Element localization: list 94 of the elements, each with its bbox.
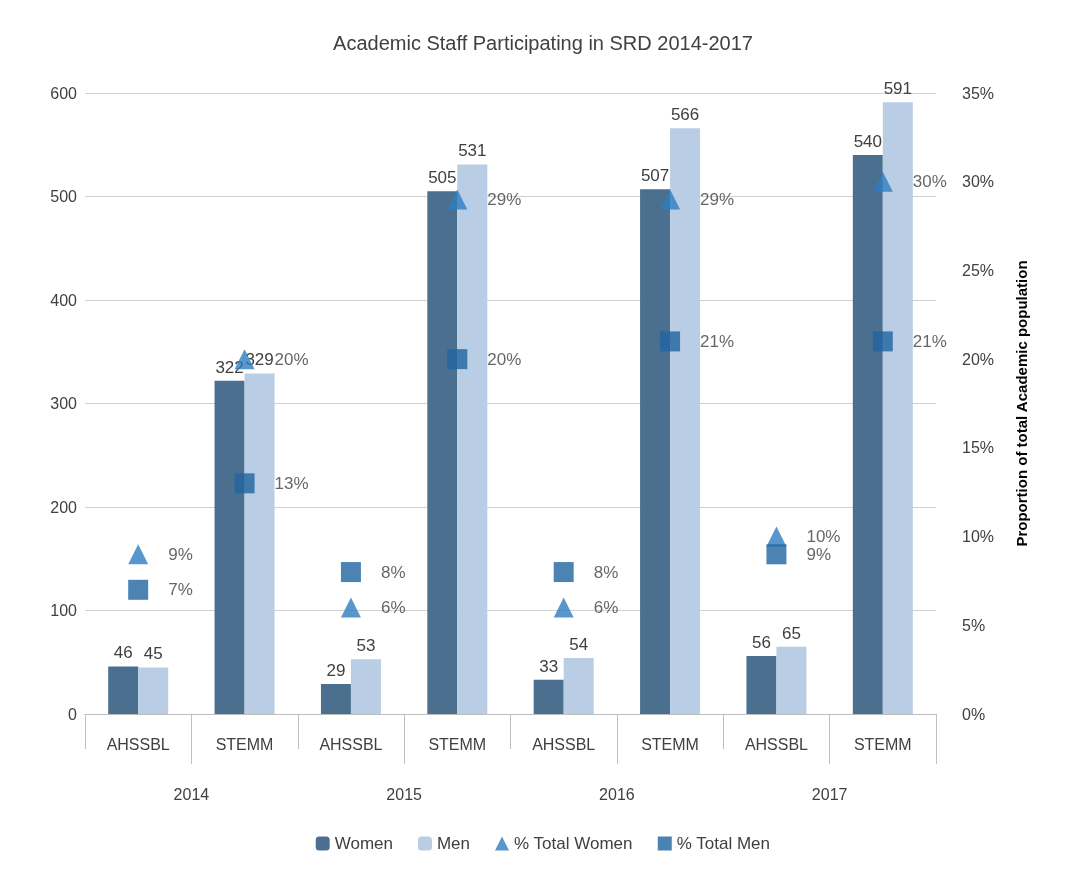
bar (882, 102, 913, 714)
bar (350, 659, 381, 714)
x-tick-label: AHSSBL (319, 735, 383, 753)
legend-label: Women (334, 834, 393, 853)
data-label: 540 (853, 132, 882, 152)
point (660, 331, 681, 352)
bar (533, 679, 564, 714)
data-label: 591 (883, 79, 912, 99)
y2-tick-label: 15% (962, 439, 995, 457)
y2-axis-title: Proportion of total Academic population (1013, 260, 1030, 547)
data-label: 20% (487, 349, 522, 369)
x-tick-label: STEMM (428, 735, 487, 753)
bar (640, 189, 671, 714)
data-label: 29 (326, 660, 346, 680)
point (447, 349, 468, 370)
data-label: 33 (539, 656, 559, 676)
point (553, 562, 574, 583)
y-tick-label: 600 (50, 84, 78, 102)
data-label: 505 (428, 168, 457, 188)
data-label: 20% (274, 349, 309, 369)
bar (138, 667, 169, 714)
data-label: 322 (215, 357, 244, 377)
chart-title: Academic Staff Participating in SRD 2014-2017 (333, 32, 753, 54)
x-tick-label: AHSSBL (744, 735, 809, 753)
y2-tick-label: 10% (962, 528, 995, 546)
point (553, 597, 574, 618)
bar (108, 666, 139, 714)
legend-label: % Total Men (676, 834, 770, 853)
point (128, 579, 149, 600)
data-label: 566 (670, 105, 700, 125)
data-label: 65 (781, 623, 801, 643)
point (234, 473, 255, 494)
data-label: 30% (912, 172, 947, 192)
data-label: 46 (113, 643, 133, 663)
bar (746, 656, 777, 714)
point (872, 331, 893, 352)
y2-tick-label: 35% (962, 84, 995, 102)
y2-tick-label: 5% (962, 616, 986, 634)
x-tick-label: STEMM (853, 735, 912, 753)
bar (427, 191, 458, 714)
point (872, 171, 893, 192)
legend-label: Men (436, 834, 471, 853)
y-tick-label: 500 (50, 188, 78, 205)
point (660, 189, 681, 210)
data-label: 8% (593, 562, 619, 582)
data-label: 7% (168, 580, 193, 600)
bar (214, 380, 245, 714)
data-label: 21% (700, 331, 735, 351)
bar (320, 683, 351, 714)
data-label: 45 (143, 644, 163, 664)
data-label: 10% (806, 527, 841, 547)
text: 2014 (173, 785, 210, 803)
y-tick-label: 0 (68, 705, 78, 723)
x-tick-label: AHSSBL (532, 735, 596, 753)
y2-tick-label: 20% (962, 350, 995, 368)
data-label: 21% (912, 331, 947, 351)
data-label: 54 (569, 635, 589, 655)
data-label: 56 (751, 633, 771, 653)
bar (563, 658, 594, 714)
x-tick-label: STEMM (215, 735, 274, 753)
x-tick-label: STEMM (641, 735, 699, 753)
text: 2016 (599, 785, 635, 803)
data-label: 29% (487, 189, 522, 209)
y-tick-label: 200 (50, 498, 78, 516)
y2-tick-label: 30% (962, 173, 995, 191)
y-tick-label: 400 (50, 291, 78, 309)
bar (670, 128, 701, 714)
data-label: 531 (458, 141, 487, 161)
data-label: 9% (806, 544, 832, 564)
x-tick-label: AHSSBL (106, 735, 170, 753)
data-label: 507 (640, 166, 670, 186)
data-label: 9% (168, 544, 193, 564)
bar (457, 164, 488, 714)
data-label: 6% (380, 598, 406, 618)
bar (852, 155, 883, 714)
point (128, 544, 149, 565)
y2-tick-label: 25% (962, 261, 995, 279)
data-label: 29% (700, 189, 735, 209)
point (340, 597, 361, 618)
text: 2015 (386, 785, 423, 803)
point (447, 189, 468, 210)
data-label: 8% (380, 562, 406, 582)
legend-label: % Total Women (514, 834, 633, 853)
data-label: 13% (274, 473, 309, 493)
data-label: 6% (593, 598, 619, 618)
point (766, 544, 787, 565)
text: 2017 (811, 785, 848, 803)
y2-tick-label: 0% (962, 705, 986, 723)
bar (244, 373, 275, 714)
bar (776, 646, 807, 714)
data-label: 53 (356, 636, 376, 656)
point (340, 562, 361, 583)
y-tick-label: 300 (50, 395, 78, 412)
y-tick-label: 100 (50, 602, 78, 619)
